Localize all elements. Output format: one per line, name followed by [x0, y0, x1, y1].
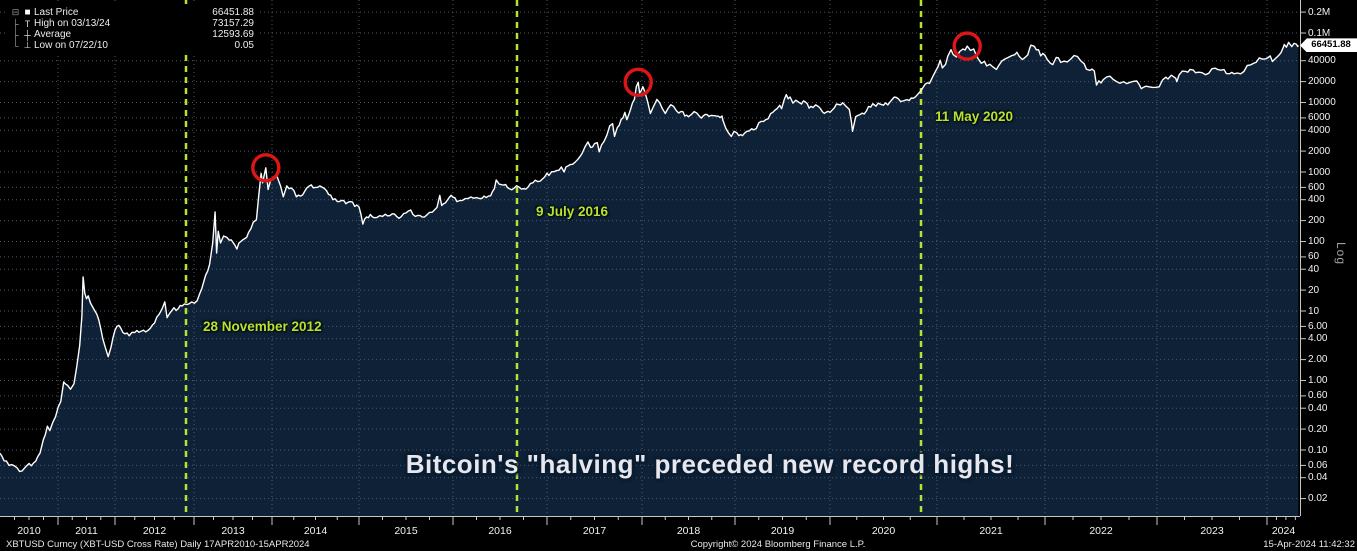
y-axis-tick-label: 400: [1308, 194, 1325, 206]
last-price-axis-callout: 66451.88: [1300, 38, 1357, 53]
security-description: XBTUSD Curncy (XBT-USD Cross Rate) Daily…: [6, 539, 310, 550]
legend-row-average[interactable]: ├ ┼ Average 12593.69: [10, 29, 254, 40]
y-axis-tick-label: 1000: [1308, 166, 1331, 178]
legend-label: Average: [34, 29, 72, 40]
x-axis-year-label: 2010: [17, 525, 41, 537]
legend-tree-glyph: └: [12, 40, 19, 51]
y-axis-tick-label: 4.00: [1308, 333, 1328, 345]
legend-tree-glyph: ├: [12, 18, 19, 29]
legend-label: Last Price: [34, 7, 79, 18]
x-axis-year-label: 2015: [394, 525, 418, 537]
high-whisker-icon: T: [24, 18, 31, 29]
y-axis-tick-label: 20000: [1308, 76, 1336, 88]
halving-annotation: 11 May 2020: [935, 109, 1014, 124]
legend-row-low[interactable]: └ ⊥ Low on 07/22/10 0.05: [10, 40, 254, 51]
price-area-fill: [0, 42, 1299, 517]
legend-label: High on 03/13/24: [34, 18, 111, 29]
y-axis-tick-label: 2.00: [1308, 354, 1328, 366]
x-axis-year-label: 2018: [676, 525, 701, 537]
legend-row-high[interactable]: ├ T High on 03/13/24 73157.29: [10, 18, 254, 29]
y-axis-tick-label: 0.02: [1308, 493, 1328, 505]
y-axis-tick-label: 6000: [1308, 112, 1331, 124]
y-axis-tick-label: 100: [1308, 236, 1325, 247]
y-axis-tick-label: 0.06: [1308, 459, 1328, 471]
y-axis-tick-label: 0.10: [1308, 444, 1328, 456]
record-high-circles: [251, 31, 982, 183]
chart-legend: ⊟ ■ Last Price 66451.88 ├ T High on 03/1…: [6, 4, 258, 55]
y-axis-tick-label: 20: [1308, 284, 1320, 296]
halving-annotation: 28 November 2012: [203, 319, 322, 334]
halving-date-lines: [184, 0, 923, 516]
legend-tree-glyph: ⊟: [11, 7, 20, 17]
legend-value: 66451.88: [212, 7, 254, 18]
x-axis-year-label: 2023: [1200, 525, 1224, 537]
legend-label: Low on 07/22/10: [34, 40, 108, 51]
x-axis-year-label: 2017: [582, 525, 607, 537]
x-axis-year-label: 2019: [770, 525, 795, 537]
x-axis-year-label: 2016: [488, 525, 512, 537]
axes: [0, 0, 1306, 525]
x-axis-year-label: 2011: [75, 525, 98, 537]
x-axis-year-label: 2014: [303, 525, 328, 537]
y-axis-tick-label: 60: [1308, 251, 1320, 263]
average-marker-icon: ┼: [24, 29, 31, 40]
y-axis-tick-label: 0.60: [1308, 390, 1328, 402]
timestamp: 15-Apr-2024 11:42:32: [1263, 539, 1355, 550]
y-axis-tick-label: 4000: [1308, 124, 1331, 136]
series-swatch-icon: ■: [24, 7, 31, 18]
legend-row-last-price[interactable]: ⊟ ■ Last Price 66451.88: [10, 7, 254, 18]
y-axis-tick-label: 0.1M: [1308, 27, 1331, 39]
low-whisker-icon: ⊥: [23, 40, 32, 50]
y-axis-tick-label: 0.04: [1308, 472, 1328, 484]
x-axis-year-label: 2022: [1089, 525, 1113, 537]
y-axis-tick-label: 10: [1308, 305, 1320, 317]
y-axis-tick-label: 200: [1308, 215, 1325, 227]
y-axis-tick-label: 2000: [1308, 145, 1331, 157]
legend-tree-glyph: ├: [12, 29, 19, 40]
status-bar: XBTUSD Curncy (XBT-USD Cross Rate) Daily…: [0, 539, 1357, 551]
y-axis-tick-label: 40: [1308, 263, 1320, 275]
y-axis-tick-label: 0.40: [1308, 402, 1328, 414]
x-axis-year-label: 2021: [979, 525, 1003, 537]
y-axis-tick-label: 1.00: [1308, 375, 1328, 386]
x-axis-year-label: 2013: [221, 525, 245, 537]
copyright-notice: Copyright© 2024 Bloomberg Finance L.P.: [690, 539, 866, 550]
x-axis-year-label: 2012: [142, 525, 167, 537]
log-scale-label[interactable]: Log: [1334, 242, 1348, 266]
halving-annotation: 9 July 2016: [536, 204, 609, 219]
x-axis-year-label: 2020: [871, 525, 896, 537]
price-line: [0, 41, 1299, 473]
x-axis-year-label: 2024: [1271, 525, 1296, 537]
chart-title: Bitcoin's "halving" preceded new record …: [405, 449, 1015, 479]
legend-value: 12593.69: [212, 29, 254, 40]
legend-value: 73157.29: [212, 18, 254, 29]
y-axis-tick-label: 0.20: [1308, 423, 1328, 435]
legend-value: 0.05: [234, 40, 254, 51]
y-axis-tick-label: 600: [1308, 181, 1325, 193]
y-axis-tick-label: 40000: [1308, 55, 1336, 67]
y-axis-tick-label: 6.00: [1308, 320, 1328, 332]
y-axis-tick-label: 0.2M: [1308, 6, 1331, 18]
y-axis-tick-label: 10000: [1308, 97, 1336, 108]
